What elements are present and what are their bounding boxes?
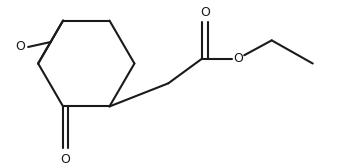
Text: O: O: [61, 153, 71, 166]
Text: O: O: [15, 40, 25, 53]
Text: O: O: [233, 52, 243, 65]
Text: O: O: [200, 6, 210, 19]
